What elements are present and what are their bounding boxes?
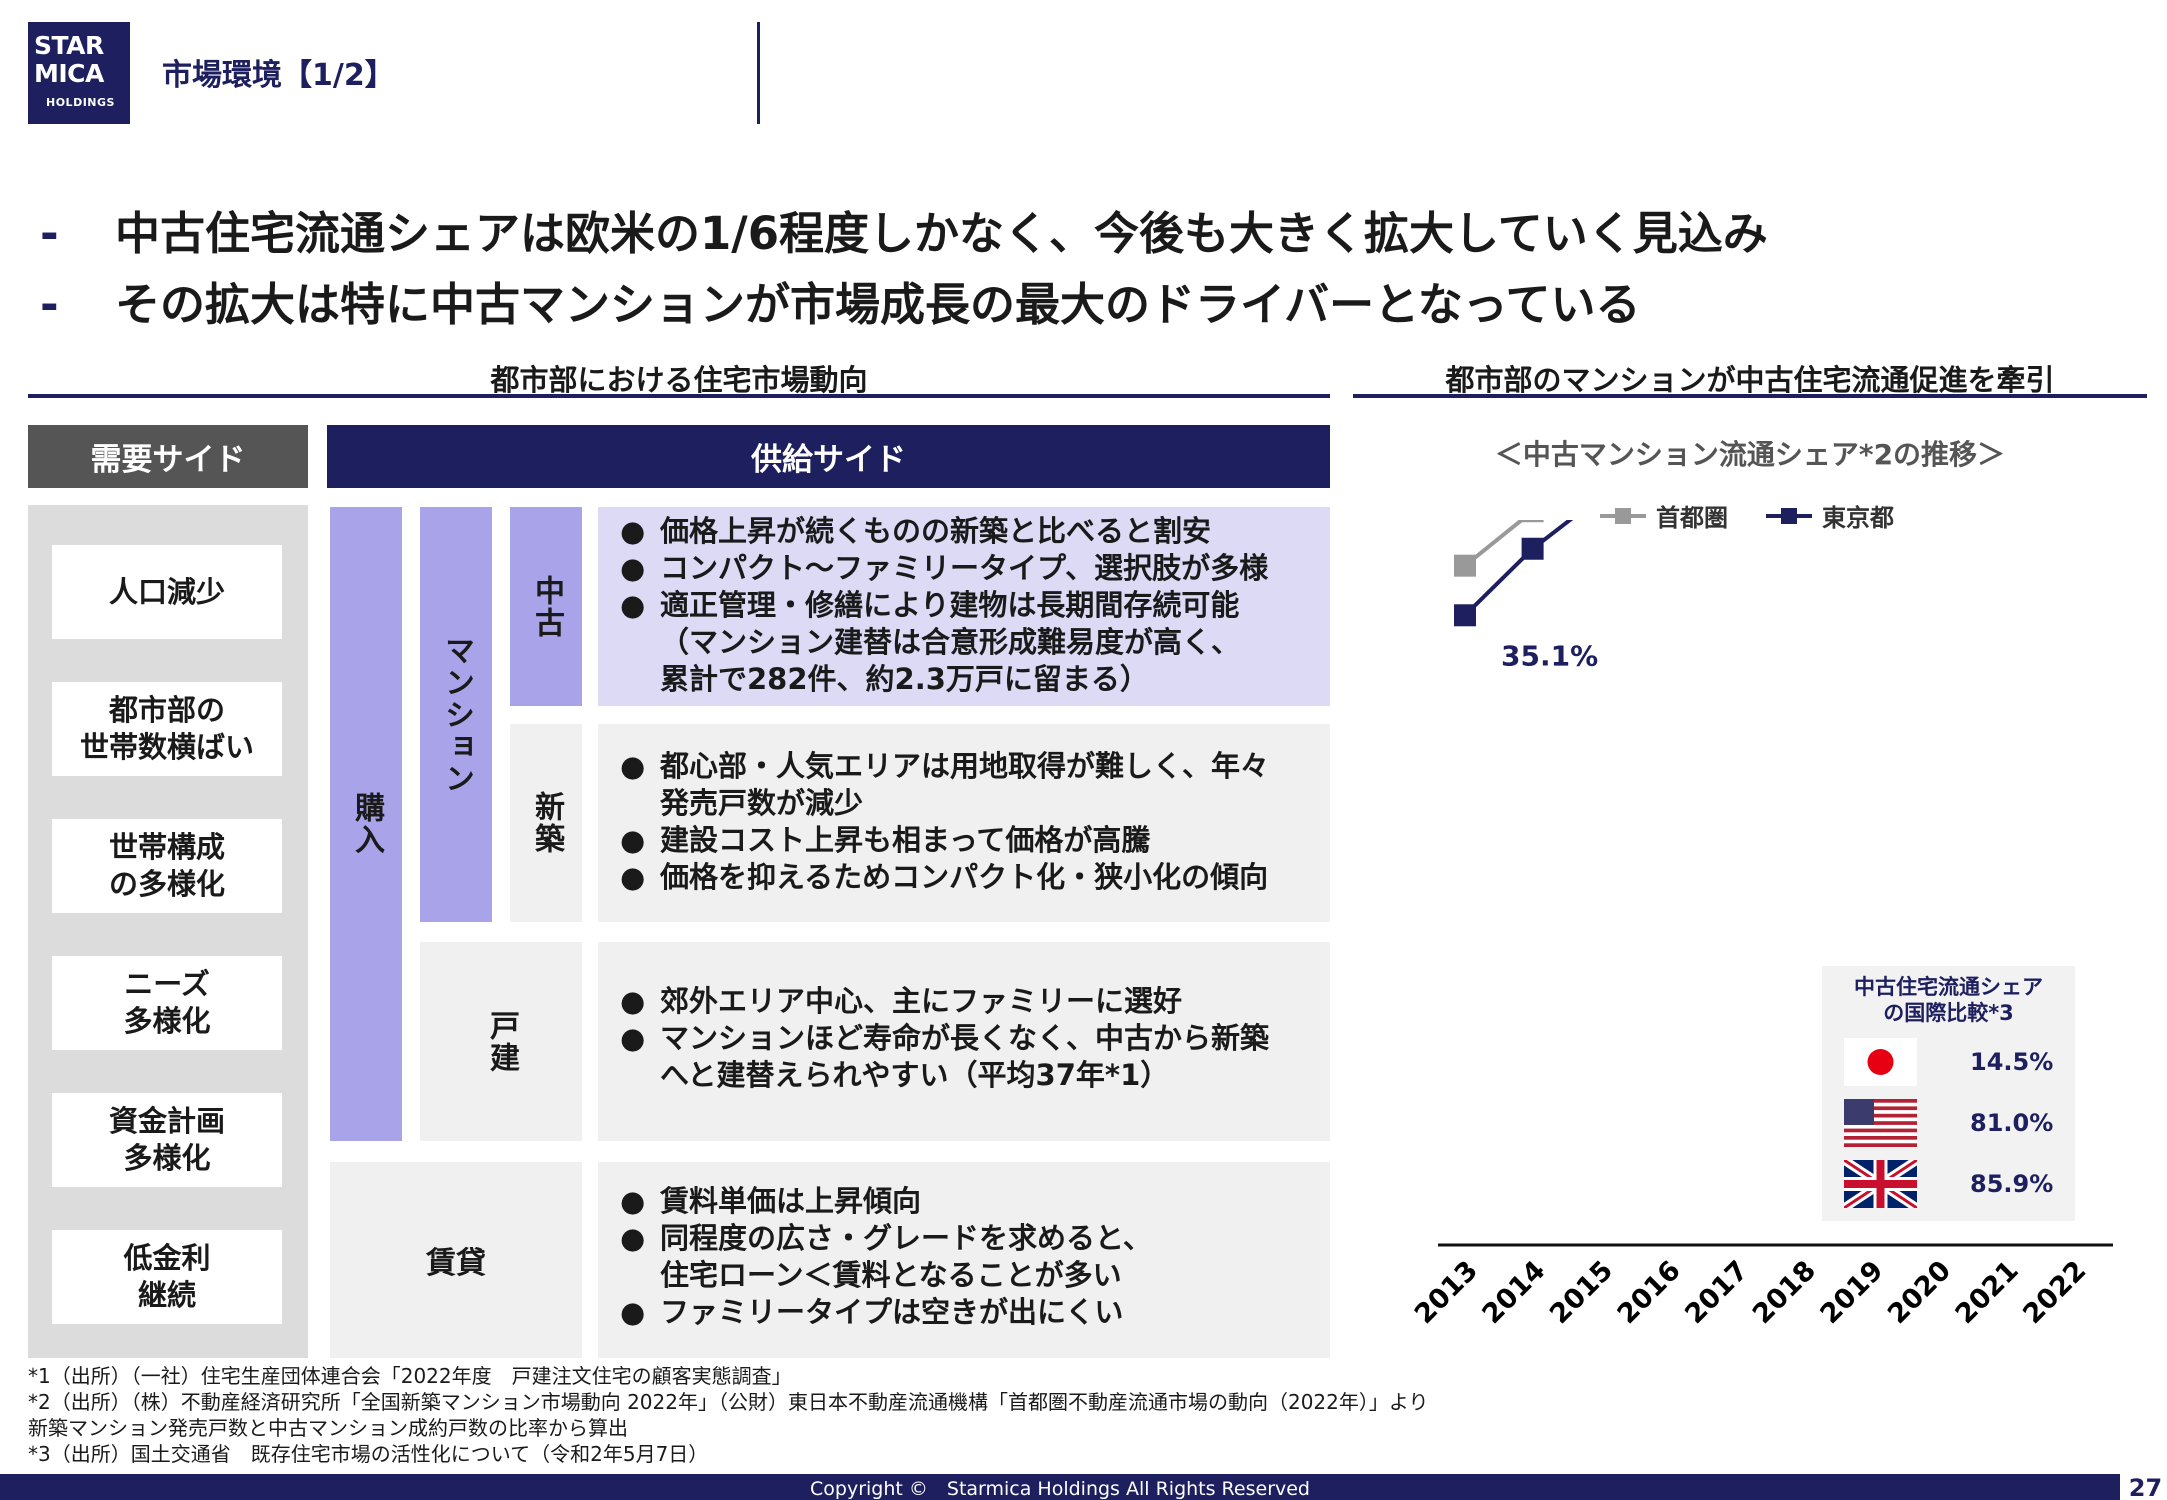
x-tick-label: 2016 <box>1612 1255 1687 1330</box>
inset-value: 14.5% <box>1970 1048 2054 1076</box>
new-bullets: 都心部・人気エリアは用地取得が難しく、年々 発売戸数が減少 建設コスト上昇も相ま… <box>596 748 1326 896</box>
x-tick-label: 2015 <box>1544 1255 1619 1330</box>
demand-item: 低金利 継続 <box>52 1230 282 1324</box>
left-rule <box>28 394 1330 398</box>
detached-bullets: 郊外エリア中心、主にファミリーに選好 マンションほど寿命が長くなく、中古から新築… <box>596 983 1326 1094</box>
logo-line2: MICA <box>34 59 104 88</box>
demand-item: ニーズ 多様化 <box>52 956 282 1050</box>
rental-label: 賃貸 <box>330 1162 582 1358</box>
demand-item: 資金計画 多様化 <box>52 1093 282 1187</box>
purchase-label: 購入 <box>330 507 402 1141</box>
x-tick-label: 2014 <box>1476 1255 1551 1330</box>
header-divider <box>757 22 760 124</box>
used-label: 中古 <box>510 507 582 706</box>
left-subheading: 都市部における住宅市場動向 <box>490 363 868 397</box>
inset-value: 85.9% <box>1970 1170 2054 1198</box>
footnote-2: *2（出所）（株）不動産経済研究所「全国新築マンション市場動向 2022年」（公… <box>28 1390 1429 1414</box>
inset-row-usa: 81.0% <box>1844 1099 2064 1147</box>
usa-flag-icon <box>1844 1099 1917 1147</box>
used-bullets: 価格上昇が続くものの新築と比べると割安 コンパクト〜ファミリータイプ、選択肢が多… <box>596 513 1326 698</box>
x-tick-label: 2018 <box>1747 1255 1822 1330</box>
x-tick-label: 2022 <box>2017 1255 2092 1330</box>
footer-bar: Copyright © Starmica Holdings All Rights… <box>0 1474 2120 1500</box>
series-line-0 <box>1463 520 1525 568</box>
data-point <box>1521 537 1544 560</box>
japan-flag-icon <box>1844 1038 1917 1086</box>
data-point <box>1454 554 1476 577</box>
logo-line1: STAR <box>34 31 104 60</box>
new-label: 新築 <box>510 724 582 922</box>
detached-label: 戸建 <box>420 942 582 1141</box>
x-tick-label: 2019 <box>1814 1255 1889 1330</box>
international-comparison-inset: 中古住宅流通シェア の国際比較*3 14.5% 81.0% 85.9% <box>1822 966 2075 1221</box>
rental-bullets: 賃料単価は上昇傾向 同程度の広さ・グレードを求めると、 住宅ローン＜賃料となるこ… <box>596 1183 1326 1331</box>
supply-header: 供給サイド <box>327 425 1330 488</box>
x-tick-label: 2013 <box>1409 1255 1484 1330</box>
mansion-label: マンション <box>420 507 492 922</box>
series-line-1 <box>1463 520 1574 617</box>
demand-item: 都市部の 世帯数横ばい <box>52 682 282 776</box>
chart-legend: 首都圏 東京都 <box>1600 498 1894 533</box>
company-logo: STAR MICA HOLDINGS <box>28 22 130 124</box>
logo-line3: HOLDINGS <box>46 96 115 109</box>
inset-row-uk: 85.9% <box>1844 1160 2064 1208</box>
right-subheading: 都市部のマンションが中古住宅流通促進を牽引 <box>1445 363 2055 397</box>
inset-value: 81.0% <box>1970 1109 2054 1137</box>
x-tick-label: 2021 <box>1950 1255 2025 1330</box>
footnote-3: *3（出所）国土交通省 既存住宅市場の活性化について（令和2年5月7日） <box>28 1442 709 1466</box>
legend-label: 東京都 <box>1822 504 1894 532</box>
headline-1: - 中古住宅流通シェアは欧米の1/6程度しかなく、今後も大きく拡大していく見込み <box>40 207 1768 260</box>
section-title: 市場環境【1/2】 <box>162 58 395 93</box>
uk-flag-icon <box>1844 1160 1917 1208</box>
footnote-1: *1（出所）（一社）住宅生産団体連合会「2022年度 戸建注文住宅の顧客実態調査… <box>28 1364 792 1388</box>
footnote-2-cont: 新築マンション発売戸数と中古マンション成約戸数の比率から算出 <box>28 1416 628 1440</box>
demand-header: 需要サイド <box>28 425 308 488</box>
headline-2: - その拡大は特に中古マンションが市場成長の最大のドライバーとなっている <box>40 278 1641 331</box>
demand-item: 世帯構成 の多様化 <box>52 819 282 913</box>
copyright: Copyright © Starmica Holdings All Rights… <box>810 1477 1310 1500</box>
legend-swatch-shutoken <box>1600 507 1646 524</box>
data-point <box>1521 520 1544 523</box>
right-rule <box>1353 394 2147 398</box>
chart-title: ＜中古マンション流通シェア*2の推移＞ <box>1494 438 2006 471</box>
page-number: 27 <box>2128 1474 2163 1500</box>
inset-row-japan: 14.5% <box>1844 1038 2064 1086</box>
legend-swatch-tokyo <box>1766 507 1812 524</box>
inset-title: 中古住宅流通シェア の国際比較*3 <box>1854 975 2043 1025</box>
x-tick-label: 2020 <box>1882 1255 1957 1330</box>
line-chart: 39.2%35.1%68.7%54.5%20132014201520162017… <box>1409 520 2113 1330</box>
legend-label: 首都圏 <box>1656 504 1728 532</box>
data-point <box>1454 604 1476 627</box>
x-tick-label: 2017 <box>1679 1255 1754 1330</box>
data-label: 35.1% <box>1501 639 1598 672</box>
demand-panel <box>28 505 308 1358</box>
demand-item: 人口減少 <box>52 545 282 639</box>
